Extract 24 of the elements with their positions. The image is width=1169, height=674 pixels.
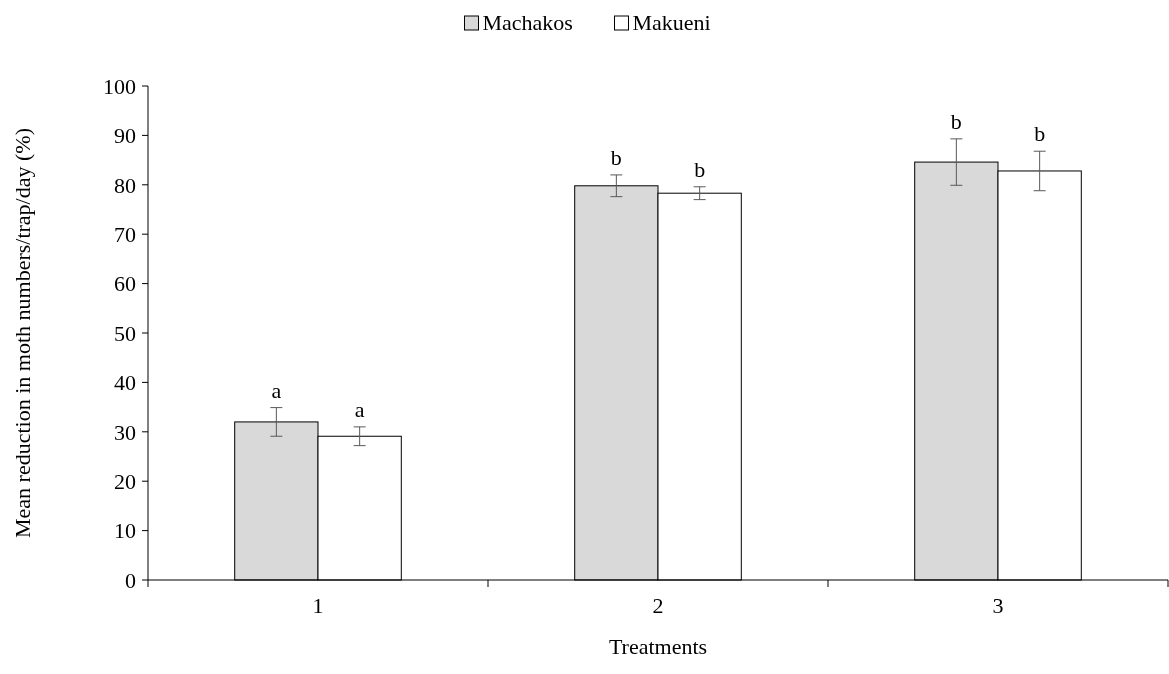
x-tick-label: 2 (652, 593, 664, 618)
data-label: a (354, 396, 365, 422)
y-tick-label: 90 (114, 123, 136, 149)
y-tick-label: 80 (114, 172, 136, 198)
y-tick-label: 10 (114, 518, 136, 544)
x-tick-label: 3 (992, 593, 1004, 618)
data-label: b (610, 144, 622, 170)
x-axis-title: Treatments (608, 634, 708, 659)
y-tick-label: 50 (114, 320, 136, 346)
y-tick-label: 30 (114, 419, 136, 445)
y-tick-label: 40 (114, 370, 136, 396)
y-tick-label: 0 (125, 567, 136, 593)
y-tick-label: 70 (114, 221, 136, 247)
data-label: b (694, 156, 706, 182)
legend-label: Machakos (482, 10, 573, 35)
y-tick-label: 20 (114, 468, 136, 494)
data-label: b (950, 108, 962, 134)
y-axis-title: Mean reduction in moth numbers/trap/day (%) (10, 128, 35, 538)
x-tick-label: 1 (312, 593, 324, 618)
y-tick-label: 100 (103, 73, 136, 99)
data-label: b (1034, 121, 1046, 147)
y-tick-label: 60 (114, 271, 136, 297)
data-label: a (271, 377, 282, 403)
legend-label: Makueni (632, 10, 711, 35)
